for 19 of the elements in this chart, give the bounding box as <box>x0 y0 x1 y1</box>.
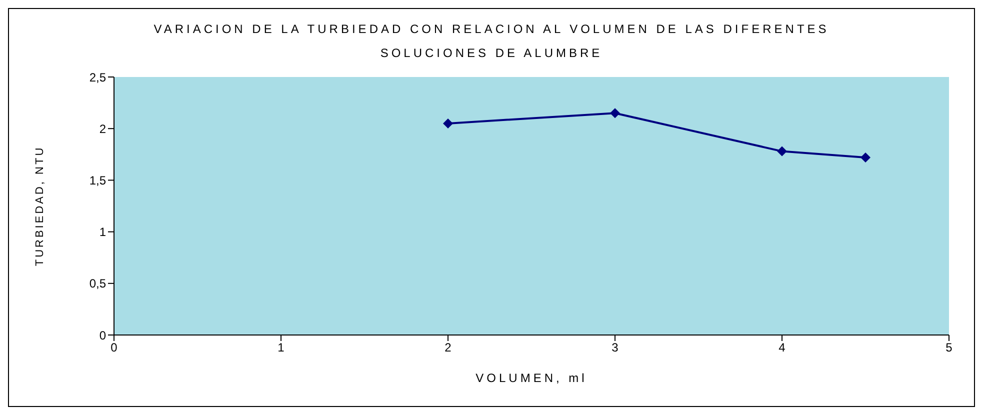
x-tick-label: 5 <box>946 340 953 355</box>
x-tick-label: 4 <box>778 340 786 355</box>
y-tick-label: 0,5 <box>89 276 106 291</box>
y-tick-label: 0 <box>99 328 106 342</box>
point <box>860 152 870 162</box>
x-tick-label: 2 <box>444 340 452 355</box>
chart-title: VARIACION DE LA TURBIEDAD CON RELACION AL VOLUMEN DE LAS DIFERENTES SOLUCIONES DE ALUMBRE <box>152 21 830 62</box>
point <box>443 118 453 128</box>
point <box>777 146 787 156</box>
point <box>610 108 620 118</box>
x-axis-title: VOLUMEN, ml <box>476 371 588 385</box>
x-tick-label: 1 <box>278 340 285 355</box>
x-tick-label: 3 <box>612 340 619 355</box>
y-tick-label: 2 <box>99 122 106 136</box>
y-axis-title: TURBIEDAD, NTU <box>34 146 46 266</box>
y-tick-label: 1 <box>99 225 106 240</box>
y-tick-label: 1,5 <box>89 173 106 188</box>
x-tick-label: 0 <box>110 340 118 355</box>
y-tick-label: 2,5 <box>89 70 106 84</box>
